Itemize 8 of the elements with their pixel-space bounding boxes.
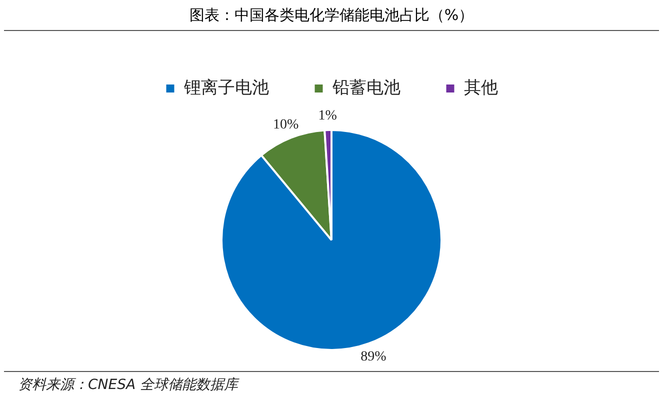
legend-label: 铅蓄电池: [331, 78, 400, 98]
chart-title: 图表：中国各类电化学储能电池占比（%）: [4, 0, 659, 31]
data-label: 89%: [360, 349, 387, 364]
text: 资料来源：CNESA 全球储能数据库: [18, 376, 238, 394]
data-label: 1%: [318, 108, 338, 124]
legend-label: 锂离子电池: [182, 78, 269, 98]
legend-label: 其他: [464, 78, 498, 98]
data-label: 10%: [273, 117, 300, 132]
